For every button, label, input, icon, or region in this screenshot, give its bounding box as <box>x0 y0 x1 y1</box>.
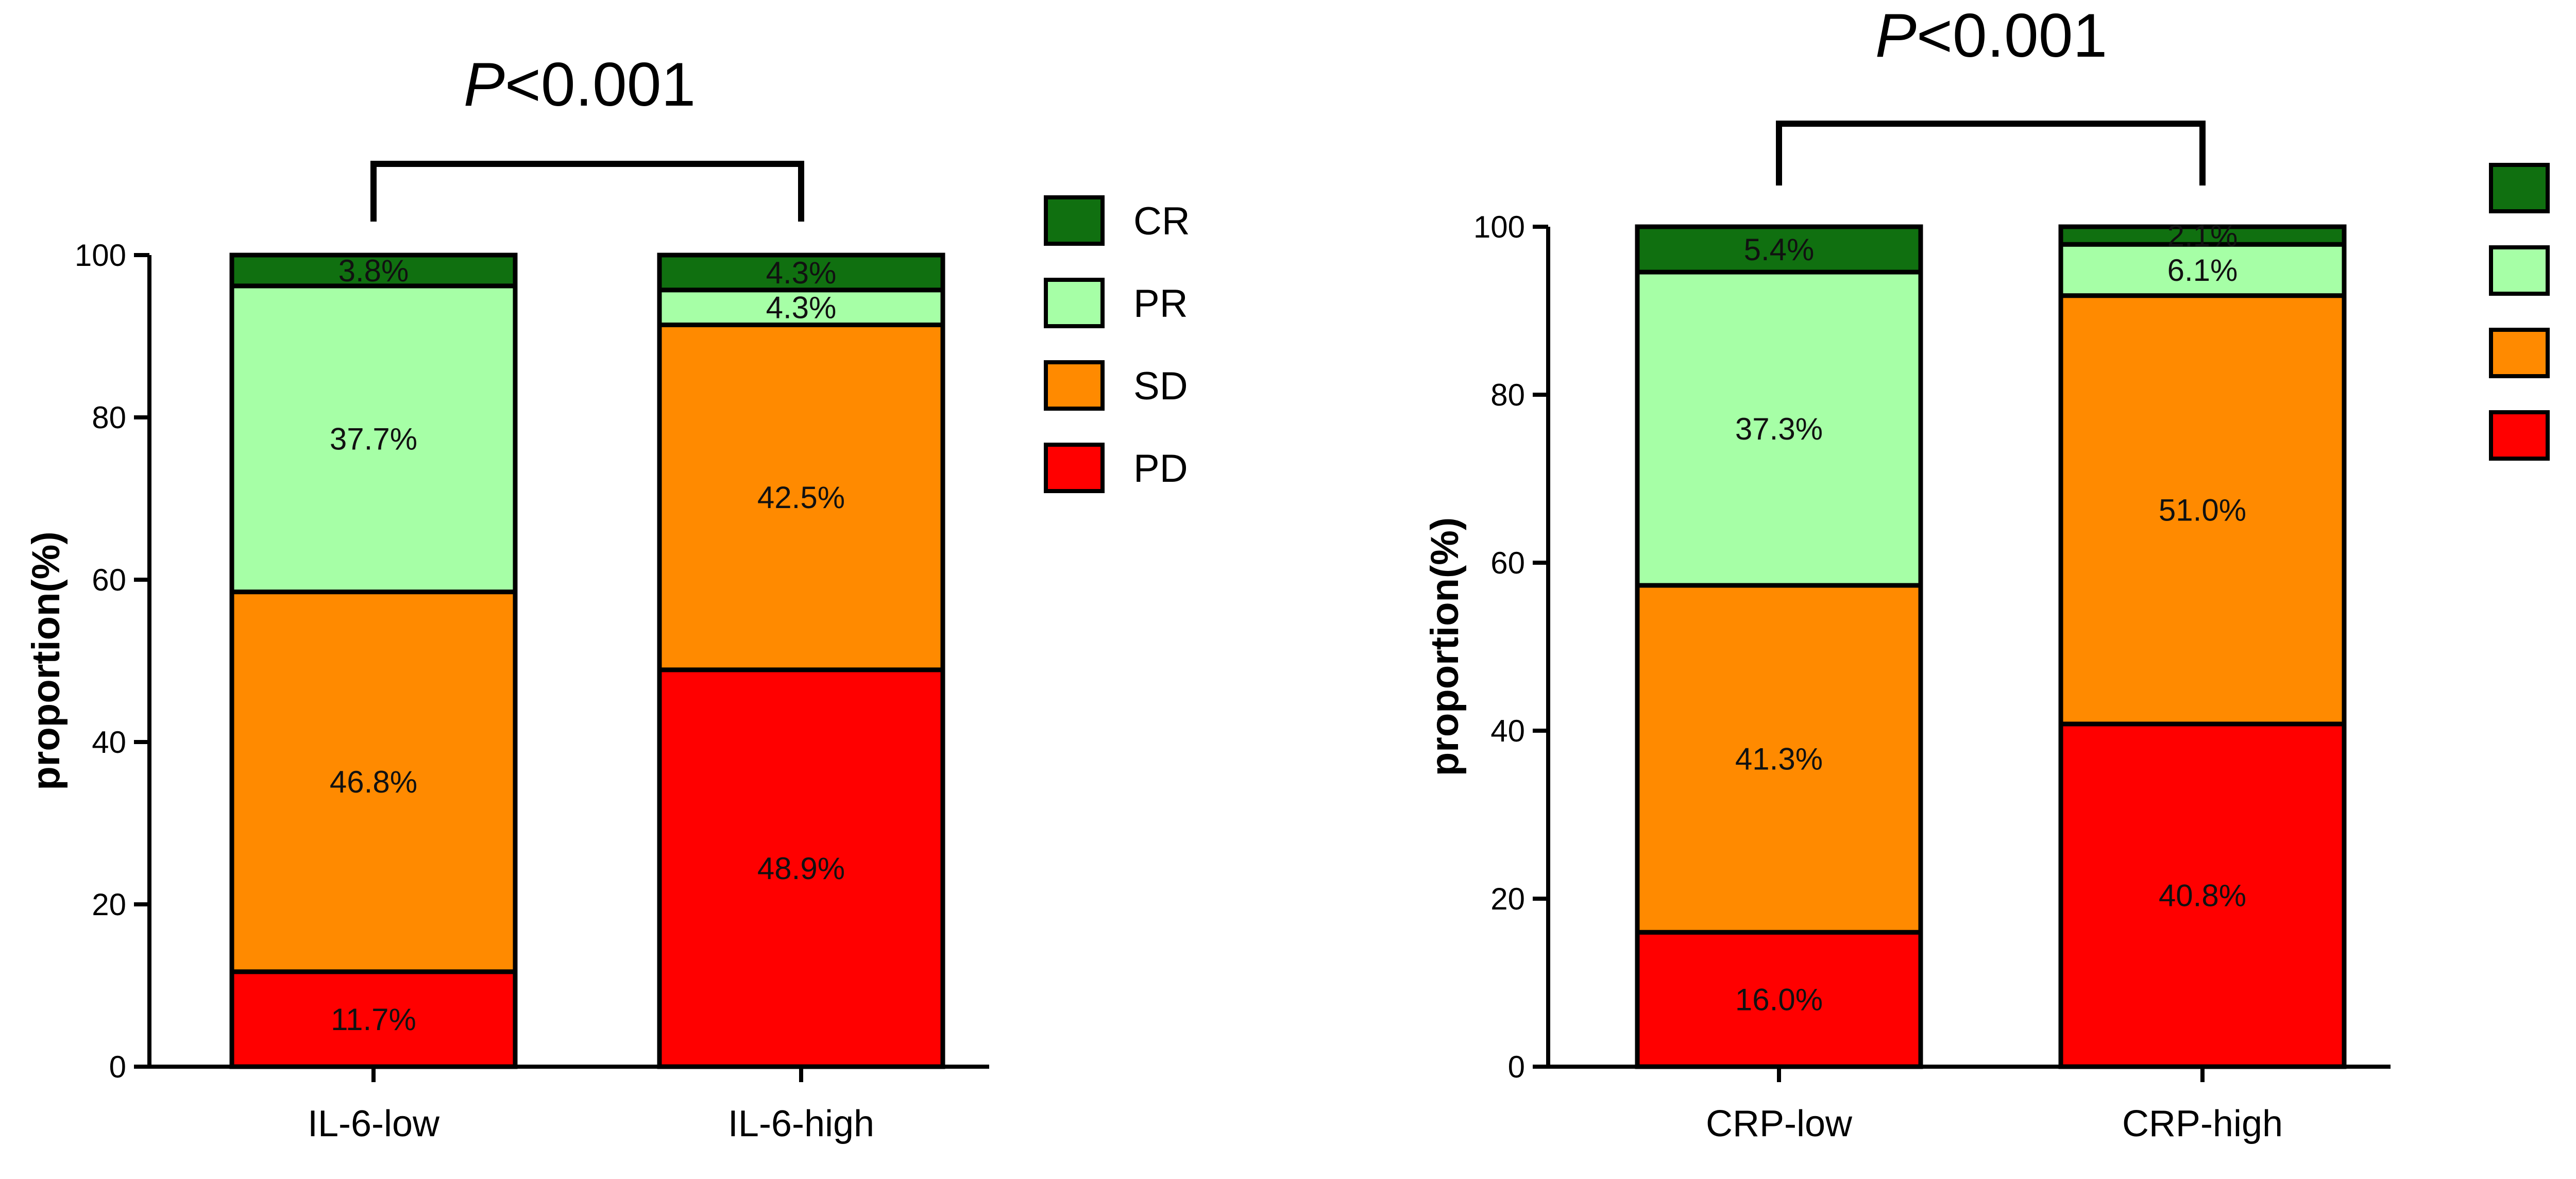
bar-segment-pd <box>2058 721 2347 1069</box>
y-tick-label: 100 <box>75 238 126 273</box>
p-value-text: <0.001 <box>1917 1 2107 70</box>
significance-bracket <box>1776 121 2206 186</box>
data-label: 4.3% <box>766 256 837 290</box>
legend-swatch-pd <box>2489 410 2550 461</box>
x-category-label: CRP-low <box>1706 1103 1853 1144</box>
x-category-label: IL-6-high <box>728 1103 874 1144</box>
data-label: 16.0% <box>1735 983 1823 1017</box>
chart-1: 0 20 40 60 80 100 proportion(%) 11.7% 46.8% 37.7%… <box>24 50 1190 1144</box>
legend-label: SD <box>1133 364 1188 408</box>
y-tick-label: 40 <box>92 725 126 760</box>
bar-segment-sd <box>229 590 518 974</box>
legend-swatch-sd <box>2489 328 2550 378</box>
data-label: 6.1% <box>2167 253 2238 288</box>
bar-segment-cr <box>1635 224 1923 275</box>
data-label: 40.8% <box>2159 878 2246 913</box>
y-tick-label: 80 <box>1490 378 1525 412</box>
bar-segment-sd <box>2058 293 2347 727</box>
bar-segment-pr <box>229 283 518 595</box>
data-label: 5.4% <box>1744 232 1815 267</box>
chart-2: 0 20 40 60 80 100 proportion(%) 16.0% 41.3% 37.3%… <box>1423 1 2550 1144</box>
bar-segment-pr <box>1635 270 1923 588</box>
bar-segment-pd <box>1635 930 1923 1069</box>
x-category-label: CRP-high <box>2122 1103 2283 1144</box>
legend-label: CR <box>1133 199 1190 243</box>
data-label: 46.8% <box>330 765 417 799</box>
data-label: 11.7% <box>331 1002 416 1037</box>
legend-swatch-pd <box>1044 443 1105 493</box>
data-label: 42.5% <box>757 480 845 515</box>
bar-segment-cr <box>229 252 518 289</box>
data-label: 51.0% <box>2159 493 2246 527</box>
y-tick-label: 20 <box>92 887 126 922</box>
y-tick-label: 40 <box>1490 714 1525 748</box>
data-label: 4.3% <box>766 291 837 325</box>
legend-swatch-sd <box>1044 360 1105 411</box>
legend-swatch-pr <box>1044 278 1105 328</box>
y-tick-label: 0 <box>1508 1050 1525 1084</box>
p-value-symbol: P <box>464 50 505 119</box>
x-category-label: IL-6-low <box>308 1103 440 1144</box>
y-tick-label: 60 <box>1490 546 1525 580</box>
data-label: 37.3% <box>1735 412 1823 446</box>
y-tick-label: 80 <box>92 400 126 435</box>
data-label: 3.8% <box>338 254 409 288</box>
legend-label: PR <box>1133 282 1188 326</box>
legend-swatch-cr <box>2489 163 2550 213</box>
y-tick-label: 100 <box>1473 210 1525 244</box>
p-value-symbol: P <box>1875 1 1917 70</box>
y-tick-label: 60 <box>92 563 126 597</box>
y-axis-label: proportion(%) <box>24 531 68 790</box>
p-value-text: <0.001 <box>505 50 696 119</box>
p-value-annotation: P<0.001 <box>1875 1 2107 70</box>
data-label: 41.3% <box>1735 742 1823 777</box>
y-axis-label: proportion(%) <box>1423 517 1467 776</box>
significance-bracket <box>370 161 804 222</box>
bar-segment-cr <box>2058 224 2347 247</box>
legend-label: PD <box>1133 447 1188 491</box>
y-tick-label: 0 <box>109 1050 126 1084</box>
data-label: 2.1% <box>2167 218 2238 253</box>
bar-segment-pd <box>229 969 518 1069</box>
y-tick-label: 20 <box>1490 882 1525 916</box>
bar-segment-sd <box>1635 583 1923 935</box>
legend-swatch-pr <box>2489 245 2550 296</box>
bar-segment-sd <box>657 322 945 672</box>
data-label: 37.7% <box>330 422 417 457</box>
data-label: 48.9% <box>757 851 845 886</box>
legend-swatch-cr <box>1044 195 1105 246</box>
p-value-annotation: P<0.001 <box>464 50 696 119</box>
bar-segment-cr <box>657 252 945 293</box>
